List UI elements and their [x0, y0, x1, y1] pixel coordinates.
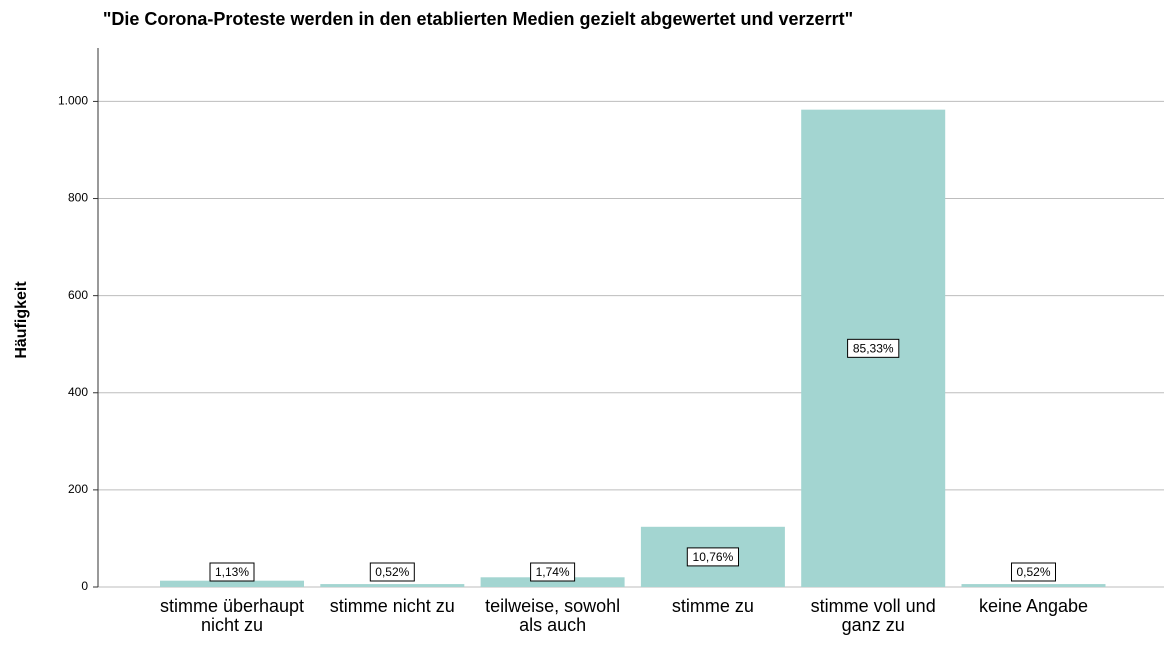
y-tick-label: 0	[81, 579, 88, 593]
data-label: 1,74%	[536, 565, 570, 579]
y-tick-label: 600	[68, 288, 88, 302]
y-tick-label: 400	[68, 385, 88, 399]
x-tick-label: keine Angabe	[978, 596, 1089, 616]
bar	[160, 580, 304, 587]
data-label-box	[686, 547, 739, 567]
data-label-box	[847, 338, 900, 358]
bar	[961, 584, 1106, 587]
data-label: 0,52%	[375, 565, 409, 579]
data-label: 0,52%	[1016, 565, 1050, 579]
x-tick-label: stimme voll und ganz zu	[810, 596, 936, 635]
data-label-box	[1011, 562, 1056, 582]
x-tick-label: stimme überhaupt nicht zu	[159, 596, 305, 635]
y-tick-label: 800	[68, 191, 88, 205]
data-label: 1,13%	[215, 565, 249, 579]
x-tick-label: stimme nicht zu	[329, 596, 455, 616]
y-tick-label: 200	[68, 482, 88, 496]
chart-title: "Die Corona-Proteste werden in den etabl…	[103, 9, 853, 29]
bar	[320, 584, 465, 587]
data-label-box	[530, 562, 576, 582]
data-label: 10,76%	[693, 550, 734, 564]
data-label-box	[209, 562, 255, 582]
x-tick-label: teilweise, sowohl als auch	[485, 596, 621, 635]
bar	[480, 577, 625, 587]
x-tick-label: stimme zu	[671, 596, 754, 616]
y-tick-label: 1.000	[58, 94, 88, 108]
data-label: 85,33%	[853, 342, 894, 356]
y-axis-label: Häufigkeit	[13, 281, 30, 359]
data-label-box	[369, 562, 415, 582]
